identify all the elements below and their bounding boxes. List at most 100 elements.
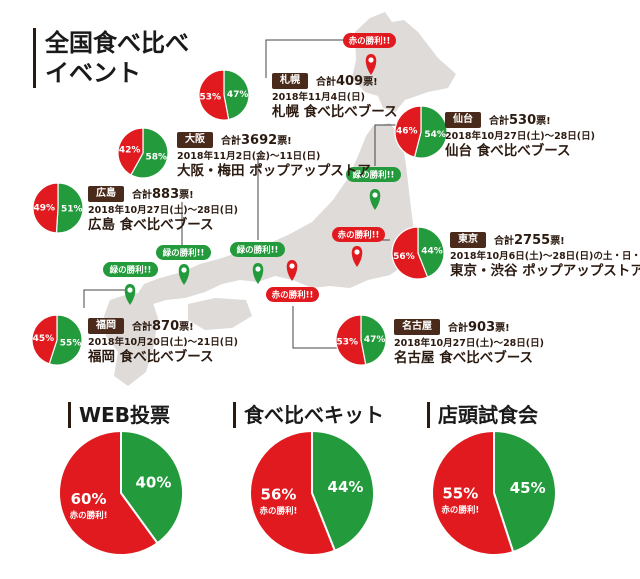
vote-total-prefix: 合計	[494, 235, 514, 247]
pin-dot	[289, 263, 295, 269]
badge-hiroshima: 緑の勝利!!	[156, 245, 211, 260]
badge-text: 赤の勝利!!	[338, 230, 380, 241]
vote-total-number: 903	[468, 319, 496, 335]
vote-total-number: 2755	[514, 232, 551, 248]
vote-total: 合計409票!	[316, 73, 378, 89]
summary-title-web: WEB投票	[68, 402, 170, 428]
event-name: 東京・渋谷 ポップアップストア	[450, 263, 640, 279]
pie-label-red: 42%	[119, 146, 141, 156]
pie-slice-red	[58, 429, 159, 556]
summary-title-kit: 食べ比べキット	[233, 402, 384, 428]
badge-text: 緑の勝利!!	[237, 245, 279, 256]
map-kyushu	[104, 292, 158, 386]
pin-hiroshima	[178, 264, 190, 285]
pin-nagoya	[286, 260, 298, 281]
pie-slice-red	[31, 314, 58, 365]
region-info-hiroshima: 広島 合計883票! 2018年10月27日(土)～28日(日) 広島 食べ比べ…	[88, 185, 238, 234]
vote-total-prefix: 合計	[132, 321, 152, 333]
vote-total-prefix: 合計	[221, 135, 241, 147]
pie-label-green: 45%	[510, 479, 546, 497]
pin-dot	[181, 267, 187, 273]
vote-total-prefix: 合計	[489, 115, 509, 127]
pie-slice-green	[55, 182, 84, 234]
pie-slice-green	[120, 429, 184, 545]
badge-text: 緑の勝利!!	[353, 170, 395, 181]
pie-label-green: 54%	[424, 130, 446, 140]
region-tag: 名古屋	[394, 318, 440, 335]
event-name: 仙台 食べ比べブース	[445, 143, 571, 159]
pin-fukuoka	[124, 284, 136, 305]
vote-total-number: 530	[509, 112, 537, 128]
badge-nagoya: 赤の勝利!!	[266, 287, 319, 302]
vote-total-suffix: 票!	[495, 322, 510, 334]
green-map-pin-icon	[252, 263, 264, 284]
vote-total: 合計3692票!	[221, 132, 292, 148]
region-info-sapporo: 札幌 合計409票! 2018年11月4日(日) 札幌 食べ比べブース	[272, 72, 398, 121]
pie-slice-red	[32, 182, 59, 234]
pie-label-green: 58%	[146, 153, 168, 163]
region-tag: 大阪	[177, 131, 213, 148]
pie-slice-green	[417, 226, 445, 278]
region-info-tokyo: 東京 合計2755票! 2018年10月6日(土)～28日(日)の土・日・祝日 …	[450, 231, 640, 280]
pie-slice-green	[130, 127, 169, 179]
pie-note: 赤の勝利!	[70, 510, 108, 521]
pie-label-red: 55%	[442, 485, 478, 503]
vote-total-prefix: 合計	[132, 189, 152, 201]
region-tag: 仙台	[445, 111, 481, 128]
pie-slice-red	[198, 69, 230, 121]
green-map-pin-icon	[369, 189, 381, 210]
event-name: 広島 食べ比べブース	[88, 217, 214, 233]
connector-fukuoka	[83, 289, 128, 308]
vote-total-suffix: 票!	[179, 189, 194, 201]
pie-slice-green	[223, 69, 250, 121]
pie-label-green: 55%	[60, 338, 82, 348]
badge-bg	[156, 245, 211, 260]
event-name: 大阪・梅田 ポップアップストア	[177, 163, 371, 179]
pie-slice-green	[413, 105, 448, 159]
vote-total-suffix: 票!	[277, 135, 292, 147]
vote-total-number: 883	[152, 186, 180, 202]
pie-slice-green	[360, 314, 387, 366]
pie-label-red: 53%	[200, 92, 222, 102]
pie-nagoya: 47% 53%	[335, 314, 387, 366]
map-honshu	[136, 123, 414, 305]
pin-sapporo	[365, 54, 377, 75]
pie-slice-red	[249, 429, 337, 556]
summary-title-instore: 店頭試食会	[427, 402, 538, 428]
pie-slice-red	[117, 127, 144, 176]
pie-label-red: 46%	[396, 126, 418, 136]
vote-total: 合計530票!	[489, 112, 551, 128]
vote-total-number: 3692	[241, 132, 278, 148]
pie-web: 40% 60% 赤の勝利!	[58, 429, 184, 556]
pie-note: 赤の勝利!	[260, 506, 298, 517]
pie-label-red: 56%	[393, 252, 415, 262]
pie-label-green: 40%	[135, 474, 171, 492]
region-tag: 福岡	[88, 317, 124, 334]
event-name: 名古屋 食べ比べブース	[394, 350, 534, 366]
pin-tokyo	[351, 246, 363, 267]
vote-total-suffix: 票!	[536, 115, 551, 127]
pie-label-red: 60%	[71, 490, 107, 508]
event-date: 2018年10月27日(土)～28日(日)	[445, 131, 595, 142]
pie-tokyo: 44% 56%	[391, 226, 445, 280]
region-tag: 札幌	[272, 72, 308, 89]
vote-total-suffix: 票!	[363, 76, 378, 88]
region-tag: 東京	[450, 231, 486, 248]
badge-bg	[332, 227, 385, 242]
map-shikoku	[188, 298, 252, 330]
pin-osaka	[252, 263, 264, 284]
badge-text: 赤の勝利!!	[349, 36, 391, 47]
badge-text: 緑の勝利!!	[163, 248, 205, 259]
pie-note: 赤の勝利!	[441, 505, 479, 516]
page-title: 全国食べ比べ イベント	[33, 28, 189, 88]
location-pins	[124, 54, 381, 305]
pin-sendai	[369, 189, 381, 210]
pie-slice-red	[431, 429, 515, 556]
pie-slice-red	[391, 226, 429, 280]
page-title-line-2: イベント	[45, 59, 141, 87]
badge-sapporo: 赤の勝利!!	[343, 33, 396, 48]
vote-total-prefix: 合計	[448, 322, 468, 334]
pie-label-red: 49%	[33, 204, 55, 214]
pie-label-green: 44%	[421, 246, 443, 256]
vote-total-suffix: 票!	[179, 321, 194, 333]
